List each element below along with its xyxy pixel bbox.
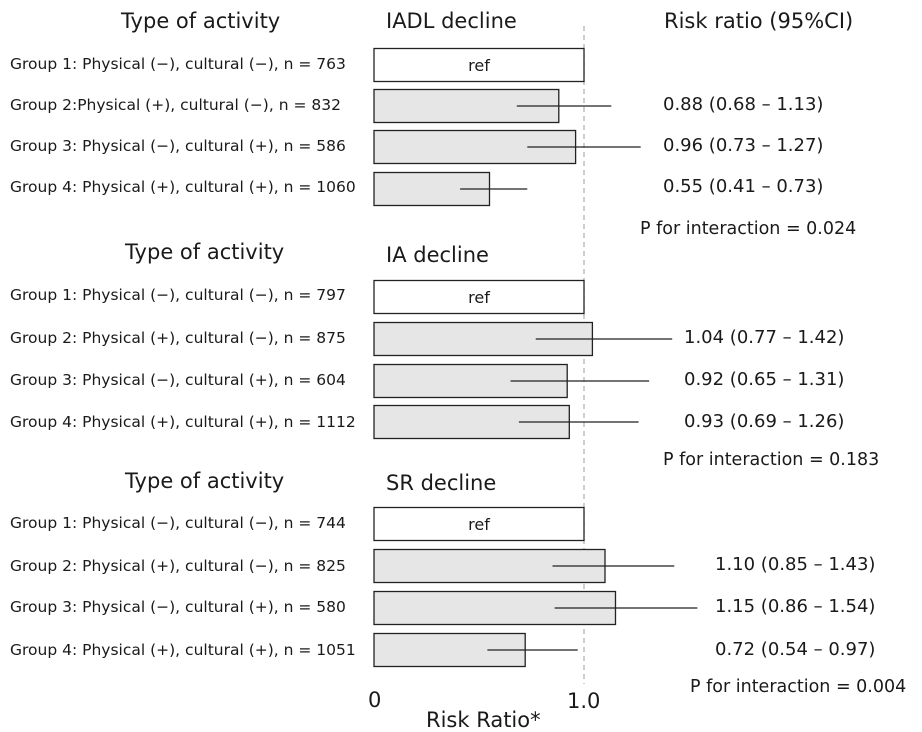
group-label: Group 1: Physical (−), cultural (−), n =… <box>10 286 346 304</box>
x-axis-title: Risk Ratio* <box>426 708 541 732</box>
risk-ratio-value: 1.04 (0.77 – 1.42) <box>684 327 845 348</box>
risk-ratio-column-header: Risk ratio (95%CI) <box>664 9 854 33</box>
reference-bar <box>373 47 585 83</box>
ref-label: ref <box>468 288 490 307</box>
p-interaction-label: P for interaction = 0.024 <box>640 219 857 239</box>
panel-1-activity-header: Type of activity <box>121 9 281 33</box>
x-tick-label-0: 0 <box>368 688 382 712</box>
group-label: Group 4: Physical (+), cultural (+), n =… <box>10 178 356 196</box>
panel-2-outcome-title: IA decline <box>386 243 489 267</box>
group-label: Group 2: Physical (+), cultural (−), n =… <box>10 329 346 347</box>
group-label: Group 2:Physical (+), cultural (−), n = … <box>10 96 341 114</box>
group-label: Group 4: Physical (+), cultural (+), n =… <box>10 413 356 431</box>
group-label: Group 1: Physical (−), cultural (−), n =… <box>10 55 346 73</box>
reference-bar <box>373 279 585 315</box>
group-label: Group 2: Physical (+), cultural (−), n =… <box>10 557 346 575</box>
risk-ratio-value: 1.15 (0.86 – 1.54) <box>715 596 876 617</box>
group-label: Group 3: Physical (−), cultural (+), n =… <box>10 371 346 389</box>
p-interaction-label: P for interaction = 0.004 <box>690 677 907 697</box>
group-label: Group 3: Physical (−), cultural (+), n =… <box>10 137 346 155</box>
reference-bar <box>373 506 585 542</box>
x-tick-label-1: 1.0 <box>567 689 601 713</box>
risk-ratio-value: 0.96 (0.73 – 1.27) <box>663 135 824 156</box>
panel-1-outcome-title: IADL decline <box>386 9 517 33</box>
risk-ratio-value: 0.93 (0.69 – 1.26) <box>684 411 845 432</box>
group-label: Group 4: Physical (+), cultural (+), n =… <box>10 641 356 659</box>
panel-2-activity-header: Type of activity <box>125 240 285 264</box>
p-interaction-label: P for interaction = 0.183 <box>663 450 880 470</box>
risk-ratio-value: 0.92 (0.65 – 1.31) <box>684 369 845 390</box>
risk-ratio-value: 0.72 (0.54 – 0.97) <box>715 639 876 660</box>
risk-ratio-value: 0.55 (0.41 – 0.73) <box>663 176 824 197</box>
risk-ratio-value: 0.88 (0.68 – 1.13) <box>663 94 824 115</box>
panel-3-activity-header: Type of activity <box>125 469 285 493</box>
risk-ratio-value: 1.10 (0.85 – 1.43) <box>715 554 876 575</box>
ref-label: ref <box>468 56 490 75</box>
panel-3-outcome-title: SR decline <box>386 471 497 495</box>
ref-label: ref <box>468 515 490 534</box>
group-label: Group 3: Physical (−), cultural (+), n =… <box>10 598 346 616</box>
group-label: Group 1: Physical (−), cultural (−), n =… <box>10 514 346 532</box>
